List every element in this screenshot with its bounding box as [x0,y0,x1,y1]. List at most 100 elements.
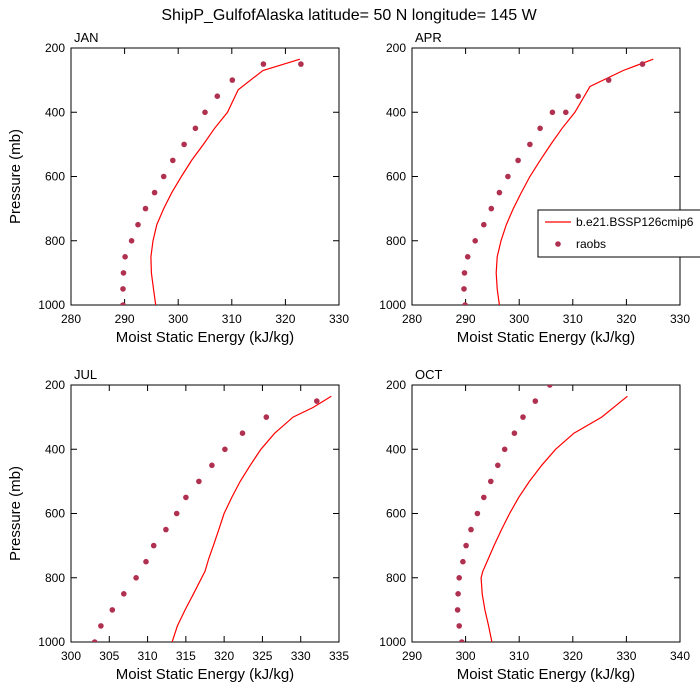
raobs-point [170,157,176,164]
panel-oct: 290 300 310 320 330 340 200 400 600 800 1000 OCT Moi… [379,350,690,683]
raobs-point [488,205,495,212]
raobs-point [98,623,104,629]
figure-title: ShipP_GulfofAlaska latitude= 50 N longit… [161,7,537,24]
raobs-point [173,510,180,517]
raobs-point [160,173,167,180]
x-tick-label: 320 [563,649,583,663]
y-tick-label: 400 [386,105,406,119]
y-tick-label: 1000 [38,298,65,312]
x-axis-label: Moist Static Energy (kJ/kg) [457,666,635,683]
raobs-point [120,270,127,276]
plot-frame [411,47,681,306]
y-tick-label: 200 [386,41,406,55]
raobs-point [481,494,487,501]
raobs-point [495,462,501,469]
x-axis-label: Moist Static Energy (kJ/kg) [116,329,294,346]
raobs-point [239,430,246,437]
raobs-point [202,109,208,116]
panel-jul: 300 305 310 315 320 325 330 335 200 400 600 800 1000… [7,367,349,683]
y-tick-label: 600 [45,507,65,521]
y-tick-label: 1000 [38,635,65,649]
raobs-point [549,109,556,116]
raobs-point [461,270,468,276]
x-tick-label: 330 [329,312,349,326]
raobs-point [181,141,187,148]
raobs-point [515,157,521,164]
y-tick-label: 400 [386,442,406,456]
raobs-point [121,591,127,597]
raobs-point [605,77,612,83]
x-tick-label: 300 [168,312,188,326]
raobs-point [260,61,267,67]
raobs-point [222,446,228,453]
panel-label: JAN [74,30,99,45]
panel-apr: 280 290 300 310 320 330 200 400 600 800 1000 APR Moi… [379,30,690,346]
raobs-point [109,607,116,613]
x-tick-label: 305 [99,649,119,663]
raobs-point [639,61,646,67]
model-line [495,58,654,305]
y-tick-label: 400 [45,442,65,456]
x-axis-label: Moist Static Energy (kJ/kg) [457,329,635,346]
raobs-point [314,398,320,404]
x-tick-label: 300 [509,312,529,326]
raobs-point [520,414,526,420]
y-tick-label: 800 [45,571,65,585]
y-tick-label: 1000 [379,635,406,649]
y-tick-label: 800 [45,234,65,248]
raobs-point [511,430,518,437]
panel-jan: 280 290 300 310 320 330 200 400 600 800 1000 JAN Moi… [7,30,349,346]
y-tick-label: 200 [45,41,65,55]
x-tick-label: 310 [138,649,158,663]
panels-group: 280 290 300 310 320 330 200 400 600 800 1000 JAN Moi… [7,30,690,683]
raobs-point [150,542,157,549]
raobs-point [608,350,614,356]
raobs-point [464,253,471,260]
data-layer [91,395,332,642]
x-tick-label: 310 [222,312,242,326]
x-tick-label: 300 [61,649,81,663]
raobs-point [91,639,98,642]
y-tick-label: 800 [386,234,406,248]
legend: b.e21.BSSP126cmip6 raobs [537,209,700,258]
x-tick-label: 340 [670,649,690,663]
x-tick-label: 290 [456,312,476,326]
raobs-point [527,141,533,148]
data-layer [461,58,654,305]
y-tick-label: 200 [386,378,406,392]
x-tick-label: 320 [275,312,295,326]
raobs-point [468,526,474,533]
raobs-point [463,542,469,549]
raobs-point [120,302,126,305]
model-line [480,395,628,642]
panel-label: OCT [415,367,443,382]
plot-frame [411,384,681,643]
raobs-point [474,510,481,517]
x-tick-label: 290 [115,312,135,326]
y-axis-label: Pressure (mb) [7,466,24,561]
y-tick-label: 600 [386,507,406,521]
legend-model-label: b.e21.BSSP126cmip6 [576,215,694,229]
panel-label: JUL [74,367,97,382]
raobs-point [563,109,569,116]
raobs-point [133,575,139,581]
raobs-point [456,623,463,629]
raobs-point [151,189,158,196]
raobs-point [298,61,304,67]
raobs-point [196,478,202,485]
raobs-point [461,286,467,292]
raobs-point [192,125,199,132]
raobs-point [128,238,135,244]
y-tick-label: 600 [386,170,406,184]
raobs-point [142,205,149,212]
raobs-point [214,93,221,99]
raobs-point [462,302,468,305]
raobs-point [454,607,461,613]
raobs-point [496,189,503,196]
raobs-point [569,366,575,372]
x-tick-label: 330 [670,312,690,326]
x-tick-label: 315 [176,649,196,663]
model-line [171,395,332,642]
raobs-point [501,446,508,453]
legend-obs-label: raobs [576,237,606,251]
